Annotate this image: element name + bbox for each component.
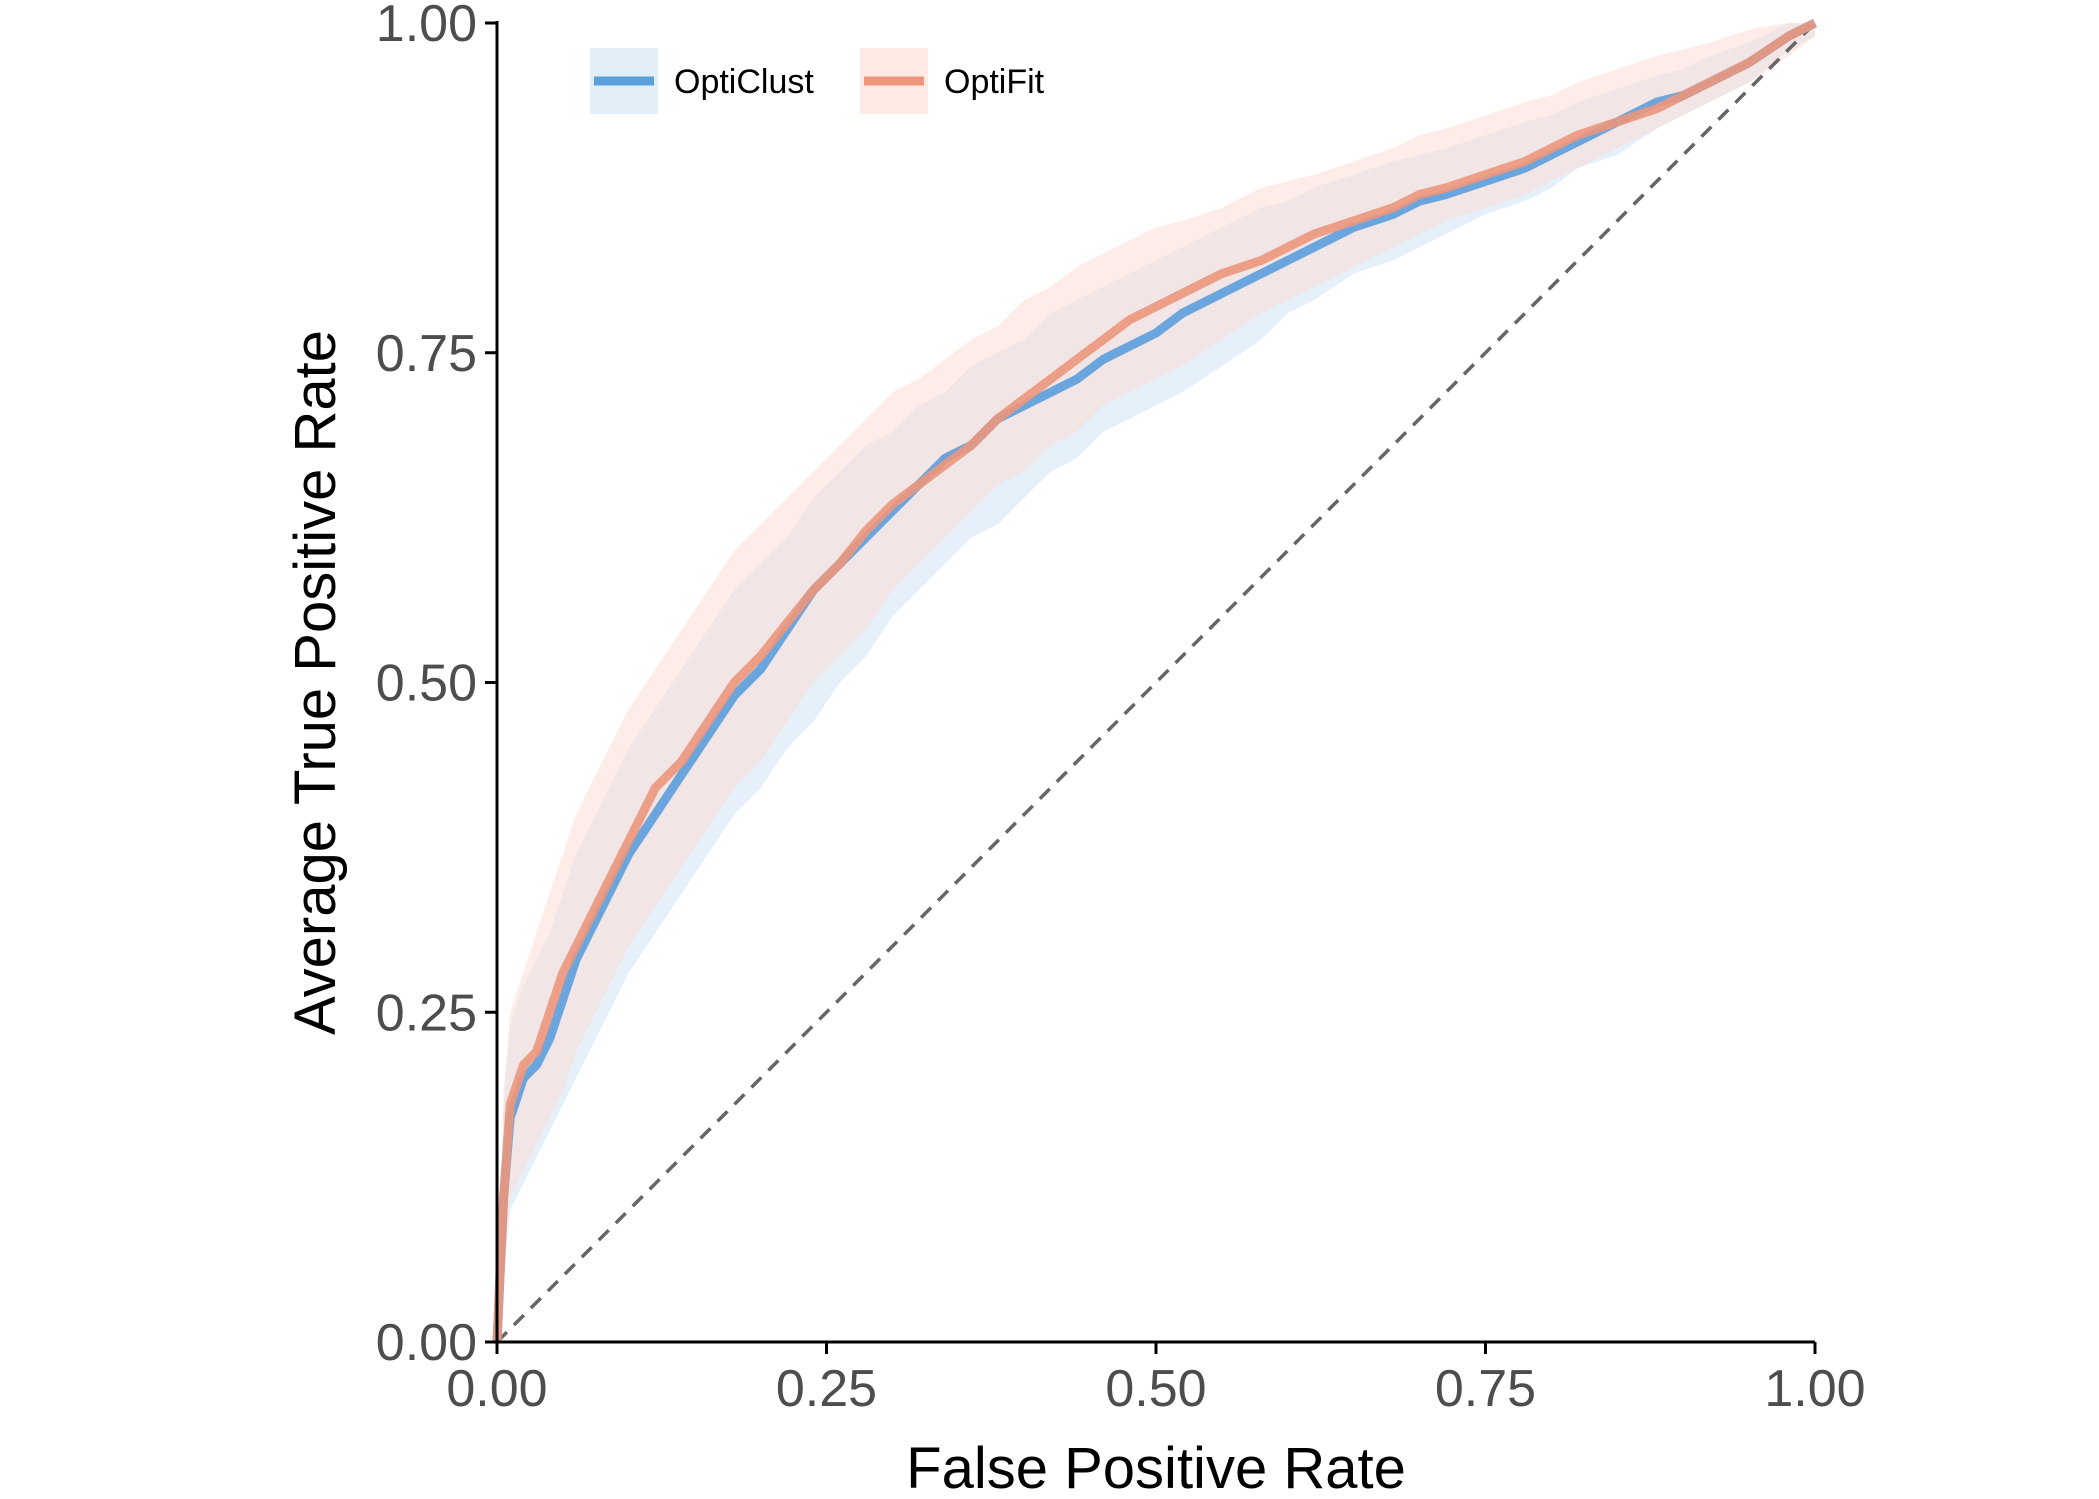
series-line-optifit bbox=[492, 18, 1818, 1343]
x-axis-title: False Positive Rate bbox=[906, 1436, 1406, 1499]
series-line-opticlust bbox=[492, 18, 1818, 1343]
x-tick-label: 0.25 bbox=[776, 1360, 877, 1418]
confidence-bands bbox=[497, 23, 1815, 1342]
y-tick-label: 1.00 bbox=[376, 0, 477, 53]
y-tick-label: 0.50 bbox=[376, 655, 477, 713]
x-tick-label: 0.00 bbox=[446, 1360, 547, 1418]
y-tick-label: 0.75 bbox=[376, 325, 477, 383]
x-axis-ticks: 0.00 0.25 0.50 0.75 1.00 bbox=[446, 1342, 1866, 1418]
legend-label-optifit: OptiFit bbox=[944, 63, 1045, 101]
y-tick-label: 0.00 bbox=[376, 1314, 477, 1372]
x-tick-label: 0.75 bbox=[1435, 1360, 1536, 1418]
x-tick-label: 0.50 bbox=[1105, 1360, 1206, 1418]
y-axis-ticks: 0.00 0.25 0.50 0.75 1.00 bbox=[376, 0, 497, 1372]
band-optifit bbox=[497, 23, 1815, 1342]
y-tick-label: 0.25 bbox=[376, 984, 477, 1042]
legend-label-opticlust: OptiClust bbox=[674, 63, 814, 101]
y-axis-title: Average True Positive Rate bbox=[283, 330, 348, 1035]
series-lines bbox=[492, 18, 1818, 1343]
x-tick-label: 1.00 bbox=[1764, 1360, 1865, 1418]
legend: OptiClust OptiFit bbox=[590, 48, 1045, 114]
